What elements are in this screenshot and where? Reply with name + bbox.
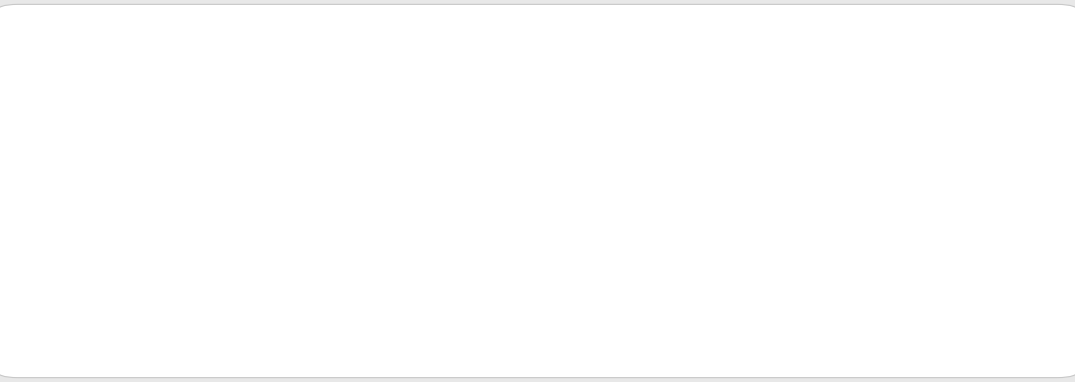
Text: Use the worked example above to help you solve this problem. A wheel rotates wit: Use the worked example above to help you…: [58, 40, 972, 55]
Text: 3.75 rad/s2.  Assume the angular speed of the wheel is 2.15 rad/s at ti  =  0.  : 3.75 rad/s2. Assume the angular speed of…: [58, 96, 957, 111]
Text: speed of the wheel at t  =  2.00 s ?  rad/s: speed of the wheel at t = 2.00 s ? rad/s: [58, 208, 375, 223]
Text: rotate between t  =  0 and t  =  2.00 s ?  Give your answer in radians and revol: rotate between t = 0 and t = 2.00 s ? Gi…: [58, 152, 959, 167]
